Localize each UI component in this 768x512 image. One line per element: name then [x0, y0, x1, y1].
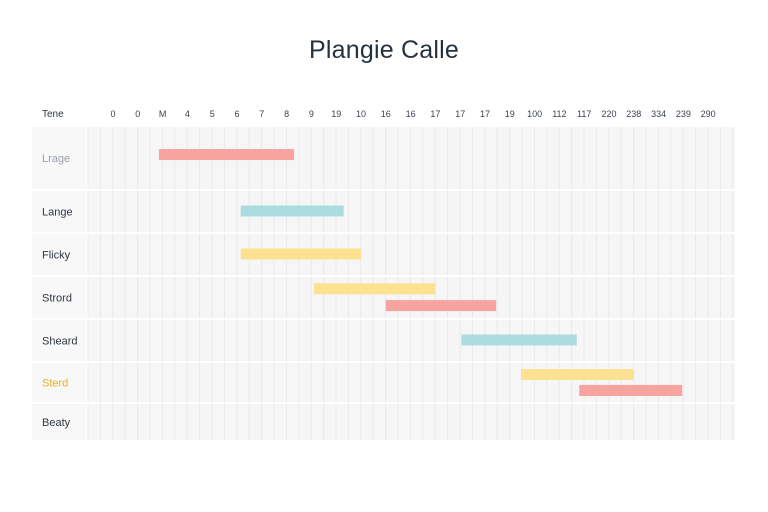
x-tick-label: 17 [455, 109, 465, 119]
x-tick-label: 10 [356, 109, 366, 119]
x-tick-label: M [159, 109, 167, 119]
grid-row-band [88, 234, 735, 275]
grid-row-band [88, 277, 735, 318]
row-label: Lange [42, 207, 73, 219]
task-bar[interactable] [313, 283, 436, 295]
grid-row-band [88, 191, 735, 232]
task-bar[interactable] [385, 300, 497, 312]
x-tick-label: 4 [185, 109, 190, 119]
x-tick-label: 6 [234, 109, 239, 119]
row-label: Sheard [42, 336, 77, 348]
x-tick-label: 117 [577, 109, 591, 119]
row-label: Strord [42, 293, 72, 305]
x-tick-label: 112 [552, 109, 566, 119]
row-label-band [32, 234, 86, 275]
header-label: Tene [42, 109, 64, 120]
x-tick-label: 220 [601, 109, 616, 119]
x-tick-label: 334 [651, 109, 666, 119]
x-tick-label: 239 [676, 109, 691, 119]
row-label-band [32, 191, 86, 232]
x-tick-label: 19 [331, 109, 341, 119]
x-tick-label: 9 [309, 109, 314, 119]
row-label-band [32, 127, 86, 189]
x-tick-label: 238 [626, 109, 641, 119]
row-label: Sterd [42, 378, 68, 390]
x-tick-label: 16 [381, 109, 391, 119]
chart-title: Plangie Calle [309, 36, 459, 64]
x-tick-label: 19 [505, 109, 515, 119]
row-label-band [32, 320, 86, 361]
task-bar[interactable] [579, 384, 683, 396]
x-tick-label: 0 [135, 109, 140, 119]
x-tick-label: 7 [259, 109, 264, 119]
x-tick-label: 17 [480, 109, 490, 119]
task-bar[interactable] [240, 205, 344, 217]
row-label-band [32, 277, 86, 318]
x-tick-label: 290 [701, 109, 716, 119]
row-label-band [32, 404, 86, 440]
grid-row-band [88, 363, 735, 402]
task-bar[interactable] [240, 248, 361, 260]
grid-row-band [88, 320, 735, 361]
row-label: Flicky [42, 250, 71, 262]
row-label-band [32, 363, 86, 402]
row-label: Beaty [42, 417, 71, 429]
task-bar[interactable] [461, 334, 577, 346]
row-label: Lrage [42, 153, 70, 165]
x-tick-label: 100 [527, 109, 542, 119]
x-tick-label: 17 [430, 109, 440, 119]
task-bar[interactable] [520, 368, 634, 380]
task-bar[interactable] [158, 149, 295, 161]
x-tick-label: 5 [210, 109, 215, 119]
x-tick-label: 16 [406, 109, 416, 119]
grid-row-band [88, 404, 735, 440]
x-tick-label: 8 [284, 109, 289, 119]
x-tick-label: 0 [110, 109, 115, 119]
